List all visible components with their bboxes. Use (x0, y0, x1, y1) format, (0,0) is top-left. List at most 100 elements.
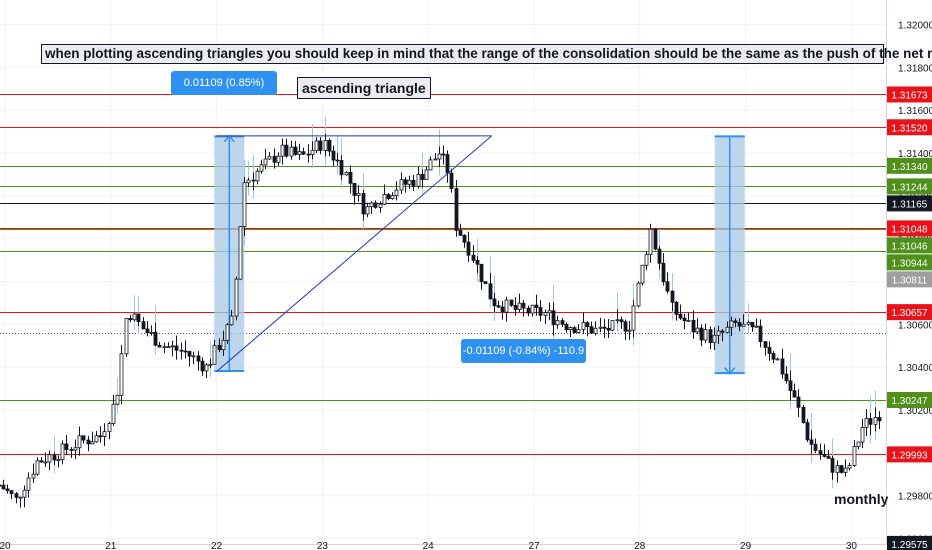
candle-body (56, 459, 61, 462)
candle-body (102, 431, 107, 437)
candle-body (183, 350, 188, 353)
candle-body (35, 460, 40, 475)
main-note[interactable]: when plotting ascending triangles you sh… (41, 44, 932, 64)
candle-body (627, 329, 632, 332)
measure-down-label[interactable]: -0.01109 (-0.84%) -110.9 (461, 339, 586, 363)
measure-tools[interactable] (214, 134, 745, 375)
candle-body (212, 345, 217, 365)
candle-body (560, 320, 565, 325)
candle-body (77, 435, 82, 449)
price-level-badge (887, 271, 932, 288)
candle-body (852, 446, 857, 466)
candle-body (475, 259, 480, 265)
time-tick-label: 22 (211, 541, 223, 550)
candle-body (835, 465, 840, 473)
candle-body (530, 304, 535, 314)
candle-body (703, 329, 708, 341)
time-axis[interactable]: 20 21 22 23 24 27 28 29 30 (0, 541, 886, 550)
candle-body (225, 324, 230, 341)
candle-body (73, 447, 78, 451)
candle-body (306, 153, 311, 156)
candle-body (496, 305, 501, 308)
candle-body (598, 326, 603, 329)
price-level-badge (887, 535, 932, 550)
candle-body (771, 353, 776, 360)
price-level-label: 1.30811 (892, 275, 928, 286)
candle-body (386, 194, 391, 200)
candle-body (373, 202, 378, 208)
price-tick-label: 1.31400 (898, 149, 932, 160)
candle-body (128, 318, 133, 321)
price-tick-label: 1.31600 (898, 106, 932, 117)
candle-body (805, 422, 810, 441)
measure-up-label[interactable]: 0.01109 (0.85%) 110.9 (171, 71, 277, 113)
candle-body (399, 179, 404, 191)
price-tick-label: 1.29800 (898, 492, 932, 503)
candle-body (644, 254, 649, 266)
candle-body (390, 195, 395, 200)
candle-body (263, 158, 268, 166)
candle-body (369, 202, 374, 208)
candle-body (754, 325, 759, 328)
candle-body (428, 159, 433, 171)
candle-body (22, 489, 27, 498)
candle-body (196, 355, 201, 362)
candle-body (289, 146, 294, 157)
candle-body (221, 339, 226, 351)
candle-body (445, 154, 450, 174)
candle-body (513, 305, 518, 310)
candle-body (378, 203, 383, 208)
candle-body (5, 488, 10, 492)
triangle-label[interactable]: ascending triangle (297, 77, 431, 99)
candle-body (259, 164, 264, 172)
price-level-label: 1.29993 (891, 450, 928, 461)
candle-body (720, 330, 725, 333)
price-axis[interactable]: 1.320001.318001.316001.314001.312001.310… (886, 0, 932, 550)
price-level-label: 1.31520 (891, 123, 928, 134)
candle-body (69, 449, 74, 451)
price-level-label: 1.31673 (891, 90, 928, 101)
candle-body (602, 326, 607, 329)
candle-body (458, 230, 463, 236)
candle-body (365, 206, 370, 215)
candle-body (479, 263, 484, 283)
candle-body (26, 477, 31, 491)
candle-body (488, 283, 493, 300)
candle-body (170, 345, 175, 348)
price-level-label: 1.31048 (891, 224, 928, 235)
candle-body (873, 417, 878, 425)
price-level-badge (887, 178, 932, 195)
candle-body (686, 319, 691, 322)
candle-body (792, 390, 797, 398)
candle-body (568, 327, 573, 331)
candle-body (847, 465, 852, 469)
arrow-down-icon (724, 367, 736, 375)
candle-body (758, 325, 763, 343)
candle-body (191, 355, 196, 358)
candle-body (729, 320, 734, 328)
candle-body (712, 334, 717, 343)
time-tick-label: 24 (423, 541, 435, 550)
candle-body (543, 312, 548, 316)
price-level-badge (887, 220, 932, 237)
candle-body (555, 320, 560, 326)
price-level-label: 1.31340 (891, 162, 928, 173)
candle-body (860, 427, 865, 443)
candle-body (801, 406, 806, 423)
candle-body (610, 320, 615, 331)
candle-body (136, 313, 141, 323)
price-tick-label: 1.30400 (898, 363, 932, 374)
candle-body (31, 473, 36, 479)
candle-body (272, 155, 277, 163)
ascending-triangle-drawing[interactable] (216, 135, 493, 372)
candle-body (564, 323, 569, 331)
time-tick-label: 27 (528, 541, 540, 550)
candle-body (217, 345, 222, 351)
time-tick-label: 30 (846, 541, 858, 550)
price-level-label: 1.31244 (891, 182, 928, 193)
candle-body (534, 304, 539, 308)
candle-body (818, 450, 823, 455)
candle-body (437, 153, 442, 160)
candles (0, 116, 882, 508)
